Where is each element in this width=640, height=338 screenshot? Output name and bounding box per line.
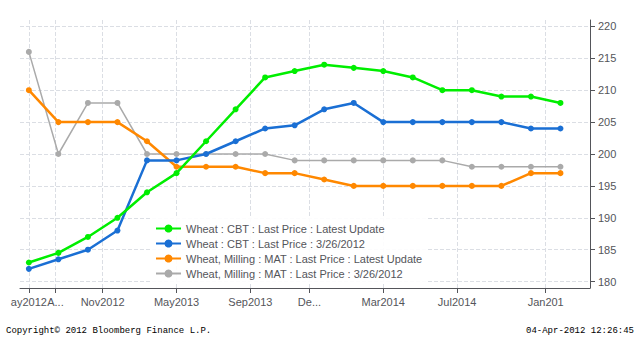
svg-text:04-Apr-2012 12:26:45: 04-Apr-2012 12:26:45 bbox=[526, 326, 634, 336]
svg-text:195: 195 bbox=[598, 180, 616, 192]
svg-text:Jul2014: Jul2014 bbox=[438, 296, 477, 308]
svg-text:180: 180 bbox=[598, 276, 616, 288]
svg-text:Wheat : CBT : Last Price : 3/2: Wheat : CBT : Last Price : 3/26/2012 bbox=[186, 238, 365, 250]
svg-text:205: 205 bbox=[598, 116, 616, 128]
svg-text:Wheat, Milling : MAT : Last Pr: Wheat, Milling : MAT : Last Price : 3/26… bbox=[186, 268, 403, 280]
svg-text:May2013: May2013 bbox=[154, 296, 199, 308]
svg-text:Wheat, Milling : MAT : Last Pr: Wheat, Milling : MAT : Last Price : Late… bbox=[186, 253, 422, 265]
svg-text:Jan201: Jan201 bbox=[528, 296, 564, 308]
svg-text:Sep2013: Sep2013 bbox=[228, 296, 272, 308]
svg-text:Mar2014: Mar2014 bbox=[362, 296, 405, 308]
svg-text:Nov2012: Nov2012 bbox=[81, 296, 125, 308]
svg-text:210: 210 bbox=[598, 84, 616, 96]
svg-text:Wheat : CBT : Last Price : Lat: Wheat : CBT : Last Price : Latest Update bbox=[186, 223, 385, 235]
svg-text:A...: A... bbox=[47, 296, 64, 308]
svg-text:190: 190 bbox=[598, 212, 616, 224]
svg-text:215: 215 bbox=[598, 52, 616, 64]
svg-text:Copyright© 2012 Bloomberg Fina: Copyright© 2012 Bloomberg Finance L.P. bbox=[6, 326, 211, 336]
svg-text:185: 185 bbox=[598, 244, 616, 256]
svg-text:220: 220 bbox=[598, 20, 616, 32]
svg-text:ay2012: ay2012 bbox=[11, 296, 47, 308]
svg-text:De...: De... bbox=[298, 296, 321, 308]
svg-text:200: 200 bbox=[598, 148, 616, 160]
